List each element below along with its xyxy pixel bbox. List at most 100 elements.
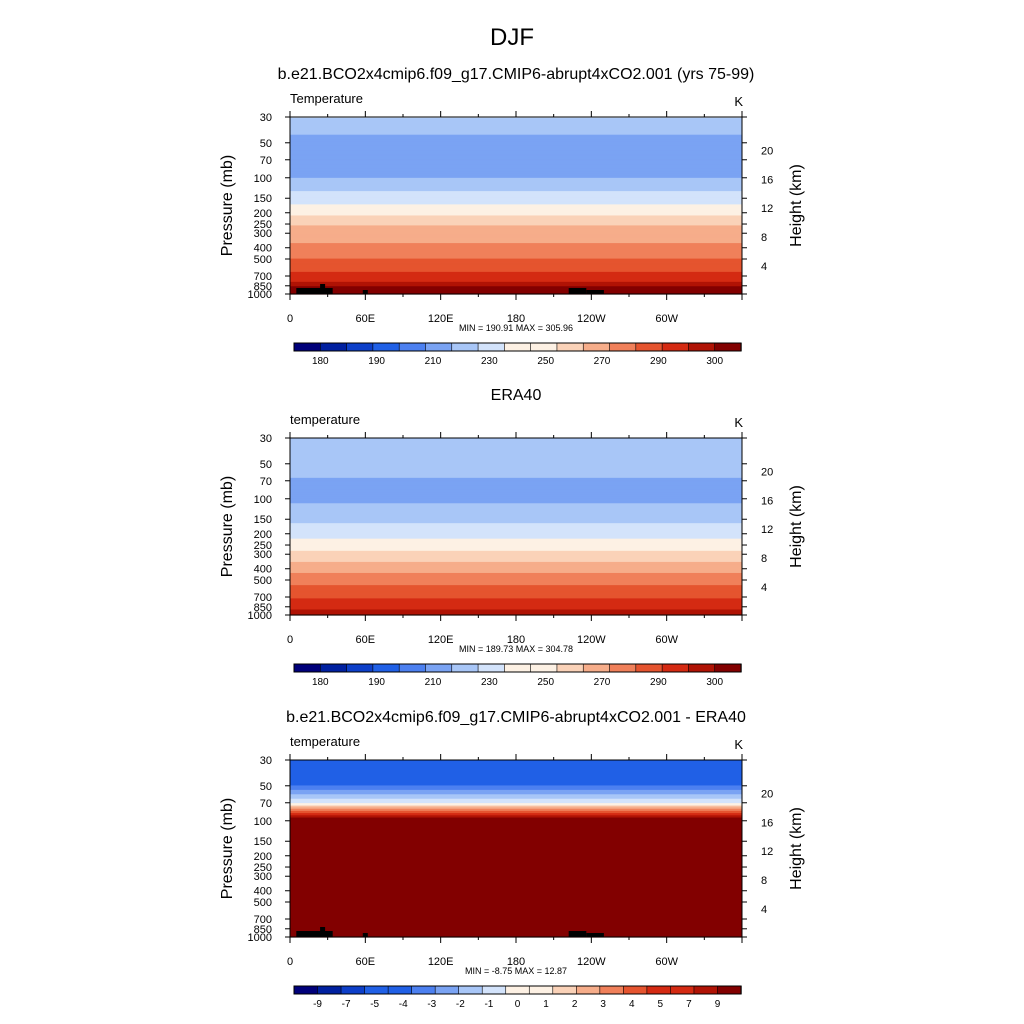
field-band — [290, 787, 742, 790]
field-band — [290, 160, 742, 162]
colorbar-box — [635, 342, 663, 352]
field-band — [290, 209, 742, 212]
field-band — [290, 183, 742, 186]
colorbar-label: 290 — [650, 677, 667, 688]
field-band — [290, 232, 742, 234]
x-tick-label: 120W — [577, 313, 606, 325]
field-band — [290, 288, 742, 291]
field-band — [290, 214, 742, 217]
field-band — [290, 774, 742, 777]
field-band — [290, 162, 742, 165]
field-band — [290, 495, 742, 498]
y-axis-label-right: Height (km) — [788, 485, 805, 568]
field-band — [290, 280, 742, 283]
field-band — [290, 212, 742, 214]
y-tick-label: 500 — [254, 575, 272, 587]
field-band — [290, 849, 742, 852]
colorbar-label: -5 — [370, 999, 379, 1010]
field-band — [290, 576, 742, 578]
field-band — [290, 547, 742, 550]
field-band — [290, 931, 742, 934]
height-tick-label: 20 — [761, 788, 773, 800]
field-band — [290, 577, 742, 580]
field-band — [290, 923, 742, 926]
y-tick-label: 100 — [254, 173, 272, 185]
y-axis-label: Pressure (mb) — [219, 798, 236, 899]
panel-title: b.e21.BCO2x4cmip6.f09_g17.CMIP6-abrupt4x… — [286, 709, 746, 726]
topography — [568, 931, 587, 937]
field-band — [290, 612, 742, 615]
x-tick-label: 180 — [507, 956, 525, 968]
field-band — [290, 860, 742, 863]
field-band — [290, 161, 742, 163]
field-band — [290, 933, 742, 936]
field-band — [290, 476, 742, 479]
field-band — [290, 810, 742, 813]
field-band — [290, 769, 742, 772]
field-band — [290, 238, 742, 241]
y-tick-label: 70 — [260, 798, 272, 810]
field-band — [290, 451, 742, 453]
field-band — [290, 767, 742, 770]
y-tick-label: 1000 — [248, 289, 272, 301]
field-band — [290, 568, 742, 571]
field-band — [290, 889, 742, 892]
field-band — [290, 855, 742, 857]
field-band — [290, 870, 742, 873]
colorbar-box — [576, 985, 601, 995]
field-band — [290, 165, 742, 168]
colorbar-label: 4 — [629, 999, 635, 1010]
colorbar-box — [582, 342, 611, 352]
field-band — [290, 839, 742, 842]
field-band — [290, 493, 742, 496]
colorbar-box — [387, 985, 413, 995]
field-band — [290, 514, 742, 517]
field-band — [290, 191, 742, 193]
y-axis-label: Pressure (mb) — [219, 155, 236, 256]
field-band — [290, 120, 742, 123]
field-band — [290, 211, 742, 213]
field-band — [290, 897, 742, 899]
height-tick-label: 8 — [761, 553, 767, 565]
y-tick-label: 700 — [254, 914, 272, 926]
field-band — [290, 805, 742, 808]
field-band — [290, 816, 742, 819]
y-tick-label: 250 — [254, 540, 272, 552]
colorbar-label: 230 — [481, 356, 498, 367]
field-band — [290, 146, 742, 149]
field-band — [290, 143, 742, 146]
field-band — [290, 891, 742, 894]
field-band — [290, 921, 742, 924]
field-band — [290, 888, 742, 891]
field-band — [290, 197, 742, 200]
field-band — [290, 485, 742, 488]
field-band — [290, 205, 742, 208]
height-tick-label: 4 — [761, 904, 767, 916]
field-band — [290, 128, 742, 130]
field-band — [290, 567, 742, 570]
topography — [568, 288, 587, 294]
field-band — [290, 130, 742, 132]
field-band — [290, 842, 742, 845]
field-band — [290, 833, 742, 835]
topography — [362, 290, 368, 294]
colorbar-box — [530, 342, 558, 352]
field-band — [290, 275, 742, 277]
field-band — [290, 444, 742, 447]
field-band — [290, 467, 742, 470]
field-band — [290, 919, 742, 922]
field-band — [290, 516, 742, 519]
colorbar-box — [623, 985, 648, 995]
field-band — [290, 117, 742, 119]
field-band — [290, 800, 742, 803]
field-band — [290, 446, 742, 449]
field-band — [290, 920, 742, 923]
y-axis-label: Pressure (mb) — [219, 476, 236, 577]
field-band — [290, 456, 742, 459]
field-band — [290, 856, 742, 858]
field-band — [290, 913, 742, 916]
field-band — [290, 582, 742, 585]
field-band — [290, 440, 742, 442]
colorbar-box — [661, 663, 690, 673]
field-band — [290, 443, 742, 446]
